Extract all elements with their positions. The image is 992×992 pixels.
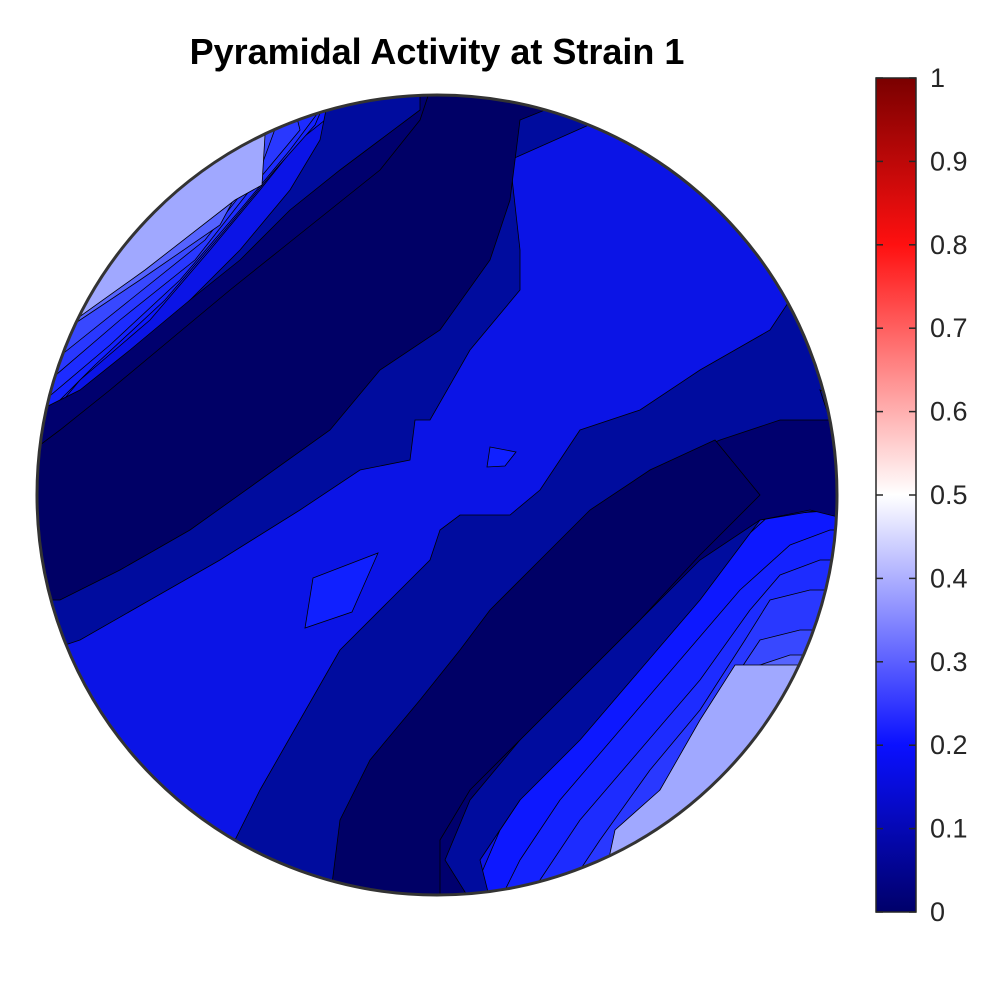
colorbar-ticks: 0 0.1 0.2 0.3 0.4 0.5 0.6 0.7 0.8 0.9 1 (876, 63, 968, 927)
colorbar-tick-label: 0.1 (930, 814, 968, 844)
colorbar: 0 0.1 0.2 0.3 0.4 0.5 0.6 0.7 0.8 0.9 1 (875, 63, 968, 927)
chart-title: Pyramidal Activity at Strain 1 (190, 31, 685, 72)
colorbar-tick-label: 0 (930, 897, 945, 927)
colorbar-tick-label: 0.8 (930, 230, 968, 260)
colorbar-tick-label: 0.7 (930, 313, 968, 343)
colorbar-tick-label: 0.5 (930, 480, 968, 510)
contour-low-lower-band-core (329, 439, 761, 895)
contour-pocket-left (304, 552, 379, 629)
colorbar-tick-label: 0.9 (930, 146, 968, 176)
contour-pocket-center (486, 446, 517, 468)
colorbar-tick-label: 0.2 (930, 730, 968, 760)
contour-plot (37, 95, 837, 895)
colorbar-tick-label: 0.4 (930, 563, 968, 593)
colorbar-tick-label: 1 (930, 63, 945, 93)
colorbar-tick-label: 0.3 (930, 647, 968, 677)
pole-figure-boundary (35, 93, 839, 897)
colorbar-tick-label: 0.6 (930, 397, 968, 427)
